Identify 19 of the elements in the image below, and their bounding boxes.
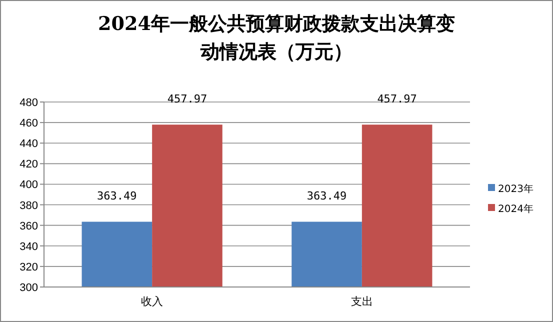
y-tick-label: 480 [20,97,38,109]
legend-label: 2023年 [498,183,534,195]
y-tick-label: 320 [20,261,38,274]
y-tick-label: 400 [20,179,38,192]
x-tick-label: 收入 [141,295,164,308]
y-tick-label: 340 [20,240,38,253]
data-label: 363.49 [97,190,137,203]
data-label: 457.97 [167,92,208,106]
y-tick-label: 360 [20,220,38,232]
y-tick-label: 440 [20,138,38,150]
y-tick-label: 420 [20,158,38,171]
y-tick-label: 460 [20,118,38,130]
x-tick-label: 支出 [350,295,373,308]
data-label: 363.49 [306,190,347,203]
y-tick-label: 300 [20,282,38,294]
y-tick-label: 380 [20,200,38,212]
chart-title: 2024年一般公共预算财政拨款支出决算变动情况表（万元） [98,13,455,63]
legend-label: 2024年 [498,203,534,215]
data-label: 457.97 [377,92,417,106]
